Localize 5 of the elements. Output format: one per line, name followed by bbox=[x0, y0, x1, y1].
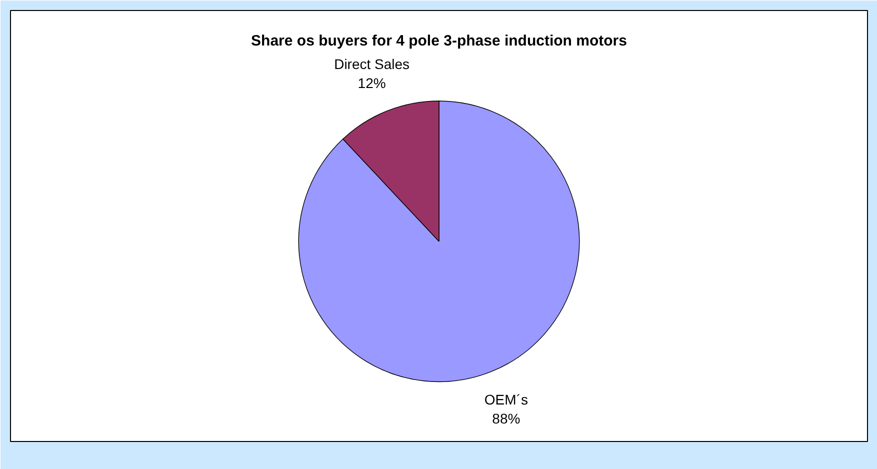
data-label: 88% bbox=[492, 410, 520, 427]
data-label: 12% bbox=[358, 75, 386, 92]
slice-label: OEM´s bbox=[484, 392, 528, 408]
slice-label: Direct Sales bbox=[334, 56, 410, 72]
chart-title: Share os buyers for 4 pole 3-phase induction motors bbox=[251, 32, 627, 50]
